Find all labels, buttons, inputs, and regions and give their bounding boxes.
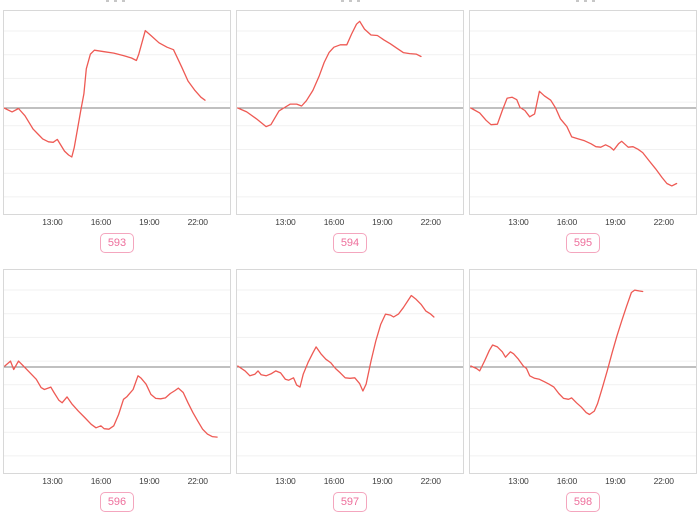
x-tick-label: 19:00	[372, 476, 393, 486]
chart-canvas	[4, 289, 230, 457]
line-chart-598[interactable]	[469, 269, 697, 474]
line-chart-594[interactable]	[236, 10, 464, 215]
x-tick-label: 22:00	[187, 217, 208, 227]
chart-cell-596: 13:00 16:00 19:00 22:00 596	[3, 269, 231, 516]
x-tick-label: 22:00	[420, 217, 441, 227]
chart-cell-593: 13:00 16:00 19:00 22:00 593	[3, 10, 231, 257]
chart-canvas	[4, 29, 230, 198]
series-badge-593[interactable]: 593	[99, 233, 135, 253]
x-tick-label: 19:00	[139, 476, 160, 486]
chart-canvas	[237, 20, 463, 198]
x-tick-label: 19:00	[605, 476, 626, 486]
series-line	[470, 90, 678, 187]
clipped-title-fragment	[341, 0, 363, 2]
series-line	[470, 289, 644, 416]
series-badge-598[interactable]: 598	[565, 492, 601, 512]
x-axis: 13:00 16:00 19:00 22:00	[236, 475, 464, 488]
chart-canvas	[470, 289, 696, 457]
x-tick-label: 16:00	[556, 476, 577, 486]
x-tick-label: 19:00	[372, 217, 393, 227]
series-badge-595[interactable]: 595	[565, 233, 601, 253]
clipped-title-fragment	[576, 0, 598, 2]
x-axis: 13:00 16:00 19:00 22:00	[469, 216, 697, 229]
x-tick-label: 16:00	[323, 476, 344, 486]
x-tick-label: 22:00	[653, 217, 674, 227]
x-axis: 13:00 16:00 19:00 22:00	[469, 475, 697, 488]
series-line	[4, 29, 206, 158]
x-tick-label: 16:00	[90, 476, 111, 486]
x-tick-label: 22:00	[420, 476, 441, 486]
chart-cell-595: 13:00 16:00 19:00 22:00 595	[469, 10, 697, 257]
x-tick-label: 16:00	[323, 217, 344, 227]
line-chart-597[interactable]	[236, 269, 464, 474]
x-tick-label: 13:00	[275, 217, 296, 227]
x-tick-label: 22:00	[187, 476, 208, 486]
badge-row: 595	[469, 233, 697, 257]
series-line	[237, 294, 435, 392]
x-tick-label: 16:00	[90, 217, 111, 227]
chart-cell-594: 13:00 16:00 19:00 22:00 594	[236, 10, 464, 257]
x-tick-label: 13:00	[42, 217, 63, 227]
x-tick-label: 13:00	[42, 476, 63, 486]
x-tick-label: 13:00	[508, 476, 529, 486]
chart-cell-597: 13:00 16:00 19:00 22:00 597	[236, 269, 464, 516]
line-chart-596[interactable]	[3, 269, 231, 474]
x-tick-label: 22:00	[653, 476, 674, 486]
series-badge-597[interactable]: 597	[332, 492, 368, 512]
series-line	[237, 20, 422, 128]
badge-row: 594	[236, 233, 464, 257]
x-tick-label: 19:00	[605, 217, 626, 227]
clipped-chart-titles	[0, 0, 700, 4]
x-axis: 13:00 16:00 19:00 22:00	[3, 475, 231, 488]
badge-row: 598	[469, 492, 697, 516]
series-line	[4, 360, 218, 438]
x-tick-label: 16:00	[556, 217, 577, 227]
chart-canvas	[237, 289, 463, 457]
chart-cell-598: 13:00 16:00 19:00 22:00 598	[469, 269, 697, 516]
line-chart-593[interactable]	[3, 10, 231, 215]
x-tick-label: 13:00	[508, 217, 529, 227]
chart-canvas	[470, 30, 696, 198]
clipped-title-fragment	[106, 0, 128, 2]
x-axis: 13:00 16:00 19:00 22:00	[236, 216, 464, 229]
badge-row: 596	[3, 492, 231, 516]
badge-row: 597	[236, 492, 464, 516]
badge-row: 593	[3, 233, 231, 257]
series-badge-596[interactable]: 596	[99, 492, 135, 512]
x-axis: 13:00 16:00 19:00 22:00	[3, 216, 231, 229]
series-badge-594[interactable]: 594	[332, 233, 368, 253]
x-tick-label: 13:00	[275, 476, 296, 486]
line-chart-595[interactable]	[469, 10, 697, 215]
x-tick-label: 19:00	[139, 217, 160, 227]
